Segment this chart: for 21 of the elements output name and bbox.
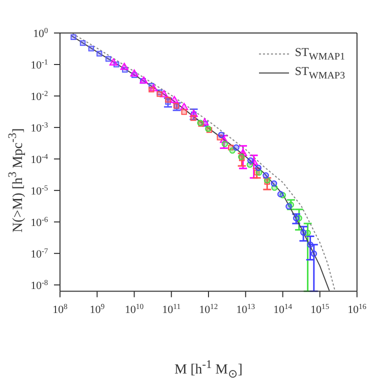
- x-tick-label: 10$^{13}$: [236, 302, 256, 316]
- y-tick-label: 10$^{-2}$: [30, 88, 48, 103]
- x-tick-label: 10$^{16}$: [348, 302, 366, 316]
- y-tick-label: 10$^{-7}$: [30, 246, 48, 260]
- x-tick-label: 10$^{10}$: [124, 302, 144, 316]
- y-tick-label: 10$^{0}$: [33, 26, 48, 40]
- x-tick-label: 10$^{12}$: [199, 302, 218, 316]
- x-tick-label: 10$^{14}$: [273, 302, 292, 316]
- x-tick-label: 10$^{11}$: [162, 302, 181, 316]
- legend-label: ST$_{WMAP1}$: [294, 45, 345, 62]
- x-tick-label: 10$^{15}$: [310, 302, 330, 316]
- y-tick-label: 10$^{-8}$: [30, 277, 48, 292]
- x-tick-label: 10$^{9}$: [90, 302, 105, 316]
- y-tick-label: 10$^{-6}$: [30, 214, 48, 229]
- legend-label: ST$_{WMAP3}$: [294, 64, 345, 82]
- y-tick-label: 10$^{-3}$: [30, 120, 48, 134]
- x-tick-label: 10$^{8}$: [52, 302, 68, 316]
- y-tick-label: 10$^{-5}$: [30, 182, 48, 198]
- y-tick-label: 10$^{-1}$: [30, 56, 48, 72]
- x-axis-title: M [h$^{-1}$ M$_{⊙}$]: [174, 358, 244, 380]
- y-tick-label: 10$^{-4}$: [30, 151, 48, 166]
